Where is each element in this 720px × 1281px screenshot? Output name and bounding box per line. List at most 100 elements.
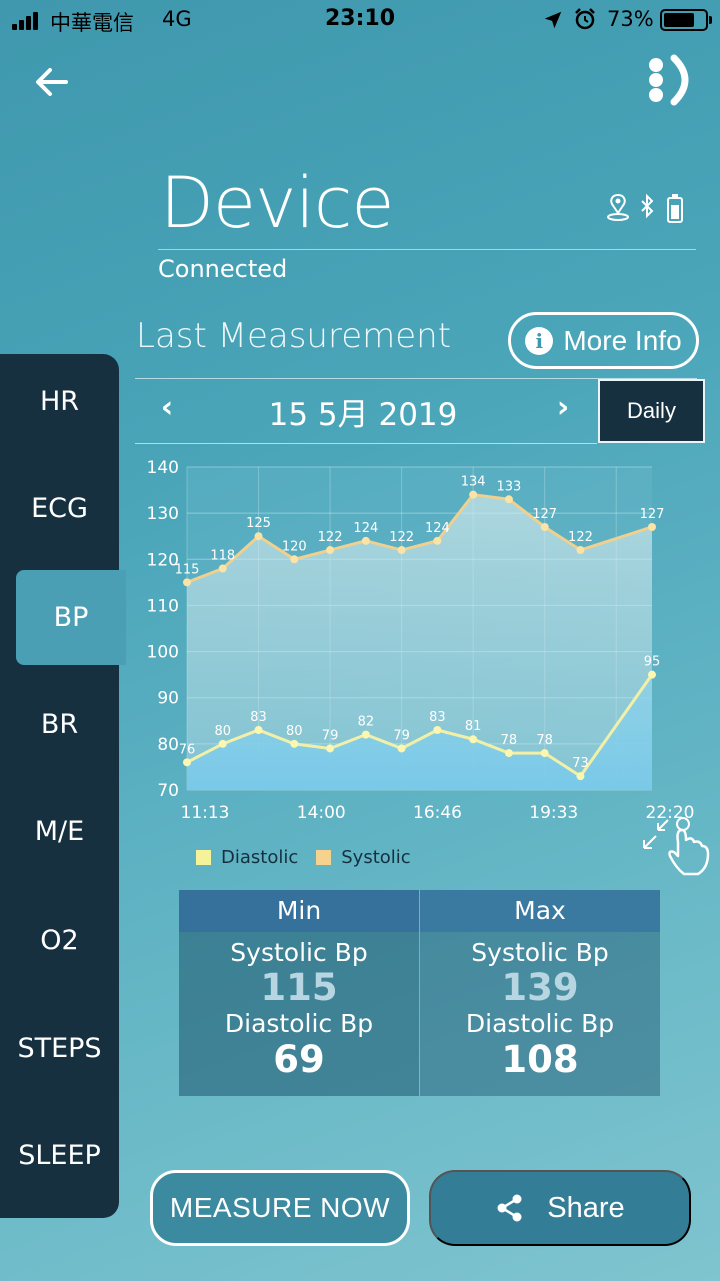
- x-tick-label: 19:33: [529, 803, 578, 823]
- diastolic-data-label: 95: [644, 655, 661, 670]
- max-systolic-value: 139: [501, 966, 579, 1009]
- systolic-data-label: 120: [282, 539, 307, 554]
- x-tick-label: 14:00: [297, 803, 346, 823]
- systolic-point: [183, 578, 191, 587]
- period-selector[interactable]: Daily: [598, 379, 705, 443]
- y-tick-label: 80: [157, 735, 179, 755]
- divider: [135, 378, 697, 379]
- y-tick-label: 140: [147, 458, 179, 478]
- systolic-data-label: 124: [353, 521, 378, 536]
- systolic-point: [433, 536, 442, 545]
- diastolic-point: [469, 735, 478, 744]
- alarm-icon: [575, 8, 595, 30]
- max-header: Max: [420, 890, 660, 932]
- diastolic-point: [648, 670, 656, 679]
- divider: [158, 249, 696, 250]
- divider: [135, 443, 597, 444]
- systolic-data-label: 127: [532, 507, 557, 522]
- diastolic-label: Diastolic Bp: [465, 1009, 615, 1038]
- legend-label: Diastolic: [221, 846, 299, 868]
- diastolic-point: [254, 726, 263, 735]
- min-header: Min: [179, 890, 419, 932]
- x-tick-label: 16:46: [413, 803, 462, 823]
- diastolic-data-label: 80: [214, 724, 231, 739]
- sidebar-item-o2[interactable]: O2: [40, 925, 79, 956]
- legend-entry-systolic: Systolic: [316, 847, 411, 868]
- systolic-data-label: 133: [497, 479, 522, 494]
- legend-swatch: [196, 849, 211, 865]
- diastolic-point: [290, 739, 299, 748]
- y-tick-label: 120: [147, 550, 179, 570]
- systolic-label: Systolic Bp: [471, 938, 609, 967]
- more-info-label: More Info: [563, 324, 682, 356]
- battery-icon: [667, 194, 683, 223]
- share-label: Share: [547, 1191, 625, 1224]
- diastolic-data-label: 82: [358, 715, 375, 730]
- pinch-expand-icon[interactable]: [640, 812, 712, 880]
- back-arrow-icon[interactable]: [30, 62, 74, 102]
- y-tick-label: 100: [147, 643, 179, 663]
- date-label: 15 5月 2019: [268, 397, 458, 433]
- systolic-point: [648, 522, 656, 531]
- sidebar-item-bp[interactable]: BP: [16, 570, 126, 665]
- systolic-data-label: 122: [318, 530, 343, 545]
- measure-now-button[interactable]: MEASURE NOW: [150, 1170, 410, 1246]
- sidebar-item-me[interactable]: M/E: [34, 816, 85, 847]
- chevron-right-icon[interactable]: ›: [556, 390, 570, 425]
- share-icon: [497, 1194, 522, 1222]
- chart-legend: Diastolic Systolic: [196, 845, 429, 869]
- systolic-label: Systolic Bp: [230, 938, 368, 967]
- chevron-left-icon[interactable]: ‹: [160, 390, 174, 425]
- diastolic-data-label: 78: [501, 733, 518, 748]
- diastolic-area: [187, 674, 652, 790]
- location-pin-icon: [607, 193, 629, 221]
- sidebar-item-br[interactable]: BR: [40, 709, 79, 740]
- diastolic-label: Diastolic Bp: [224, 1009, 374, 1038]
- systolic-point: [576, 546, 585, 555]
- sidebar-item-hr[interactable]: HR: [39, 386, 80, 417]
- diastolic-data-label: 73: [572, 756, 589, 771]
- systolic-data-label: 115: [175, 562, 200, 577]
- bp-chart-svg: 70 80 90 100 110 120 130 140 11:13 14:00 16:46 19:3…: [147, 458, 695, 823]
- y-tick-label: 130: [147, 504, 179, 524]
- y-tick-label: 70: [157, 781, 179, 801]
- diastolic-data-label: 81: [465, 719, 482, 734]
- share-button[interactable]: Share: [429, 1170, 691, 1246]
- legend-swatch: [316, 849, 332, 865]
- systolic-data-label: 134: [461, 475, 486, 490]
- diastolic-point: [326, 744, 335, 753]
- carrier-name: 中華電信: [50, 11, 134, 35]
- diastolic-data-label: 83: [429, 710, 446, 725]
- systolic-point: [397, 546, 406, 555]
- systolic-data-label: 122: [568, 530, 593, 545]
- diastolic-point: [218, 739, 227, 748]
- sidebar-item-steps[interactable]: STEPS: [17, 1033, 102, 1064]
- signal-icon: [12, 12, 42, 30]
- diastolic-point: [361, 730, 370, 739]
- min-systolic-value: 115: [260, 966, 338, 1009]
- systolic-data-label: 127: [640, 507, 665, 522]
- sidebar-item-ecg[interactable]: ECG: [31, 493, 88, 524]
- systolic-data-label: 125: [246, 516, 271, 531]
- more-info-button[interactable]: i More Info: [508, 312, 699, 369]
- device-status-icons: [607, 193, 683, 223]
- diastolic-data-label: 80: [286, 724, 303, 739]
- diastolic-data-label: 83: [250, 710, 267, 725]
- brand-logo-icon[interactable]: [644, 52, 700, 108]
- x-tick-label: 11:13: [181, 803, 230, 823]
- diastolic-point: [397, 744, 406, 753]
- systolic-data-label: 122: [389, 530, 414, 545]
- legend-entry-diastolic: Diastolic: [196, 847, 298, 868]
- y-tick-label: 110: [147, 596, 179, 616]
- diastolic-data-label: 79: [393, 728, 410, 743]
- bluetooth-icon: [641, 193, 654, 219]
- diastolic-point: [504, 749, 513, 758]
- diastolic-point: [433, 726, 442, 735]
- diastolic-point: [540, 749, 549, 758]
- network-type: 4G: [162, 7, 192, 31]
- diastolic-data-label: 78: [536, 733, 553, 748]
- min-diastolic-value: 69: [273, 1038, 325, 1081]
- sidebar-item-sleep[interactable]: SLEEP: [18, 1140, 101, 1171]
- y-tick-label: 90: [157, 689, 179, 709]
- metric-sidebar: HR ECG BP BR M/E O2 STEPS SLEEP: [0, 354, 126, 1218]
